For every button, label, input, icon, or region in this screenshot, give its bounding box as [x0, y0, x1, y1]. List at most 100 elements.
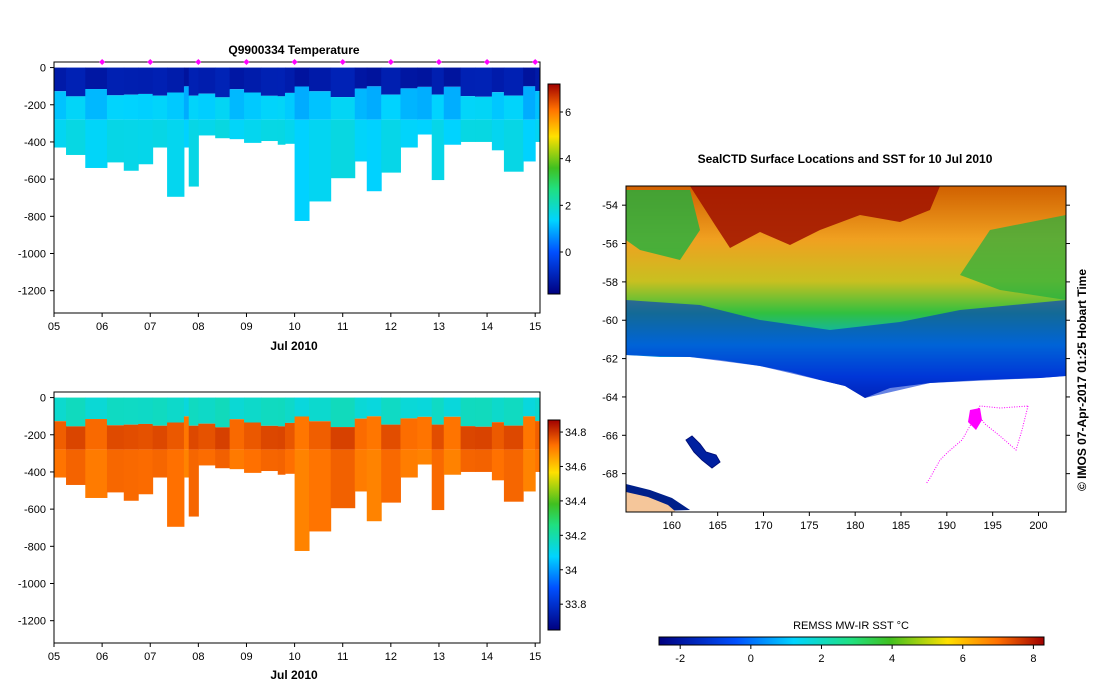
y-tick-label: -600 [24, 174, 46, 186]
section-cell-surface [309, 67, 332, 92]
section-cell-mid [284, 422, 296, 450]
map-x-tick-label: 185 [892, 520, 910, 532]
sst-colorbar-ticks: -2 0 2 4 6 8 [675, 645, 1036, 665]
section-cell-surface [431, 67, 445, 95]
section-cell-mid [152, 95, 168, 120]
section-cell-mid [523, 416, 536, 450]
section-cell-mid [54, 421, 67, 450]
profile-marker [339, 59, 346, 65]
section-cell-deep [503, 119, 524, 172]
section-cell-surface [229, 397, 245, 420]
profile-marker [99, 59, 106, 65]
section-cell-deep [503, 449, 524, 502]
imos-credit: © IMOS 07-Apr-2017 01:25 Hobart Time [1075, 269, 1089, 491]
section-cell-mid [330, 427, 356, 450]
map-x-tick-label: 200 [1029, 520, 1047, 532]
profile-marker [387, 59, 394, 65]
section-cell-deep [138, 449, 154, 495]
section-cell-surface [294, 397, 310, 417]
section-cell-surface [523, 397, 536, 417]
section-cell-deep [294, 119, 310, 221]
sst-colorbar [658, 636, 1045, 646]
section-cell-mid [400, 88, 418, 120]
profile-marker [435, 59, 442, 65]
section-cell-surface [152, 67, 168, 96]
section-cell-deep [229, 449, 245, 470]
temperature-title: Q9900334 Temperature [228, 43, 360, 57]
section-cell-deep [443, 119, 462, 145]
y-tick-label: -1000 [18, 579, 46, 591]
section-cell-surface [244, 397, 262, 423]
section-cell-mid [277, 426, 286, 450]
section-cell-surface [188, 67, 199, 96]
salinity-section [54, 397, 540, 551]
section-cell-mid [284, 92, 296, 120]
section-cell-mid [54, 91, 67, 120]
balleny-islands-shelf [685, 435, 721, 469]
section-cell-deep [123, 119, 139, 171]
section-cell-surface [503, 67, 524, 96]
x-tick-label: 06 [96, 321, 108, 333]
x-tick-label: 06 [96, 651, 108, 663]
section-cell-mid [183, 416, 190, 450]
section-cell-surface [66, 67, 86, 97]
section-cell-surface [443, 67, 462, 87]
section-cell-mid [85, 419, 108, 450]
section-cell-deep [381, 119, 401, 173]
section-cell-deep [354, 449, 368, 492]
section-cell-mid [229, 419, 245, 450]
section-cell-mid [229, 89, 245, 120]
section-cell-mid [491, 422, 505, 450]
section-cell-deep [417, 119, 433, 135]
section-cell-mid [460, 426, 476, 450]
section-cell-surface [475, 397, 493, 427]
colorbar-tick-label: 34.6 [565, 461, 586, 473]
sst-green-west [626, 190, 700, 260]
section-cell-mid [215, 427, 231, 450]
sst-colorbar-tick-label: 8 [1030, 653, 1036, 665]
map-x-tick-label: 180 [846, 520, 864, 532]
section-cell-mid [309, 421, 332, 450]
salinity-colorbar [547, 419, 561, 631]
section-cell-deep [284, 449, 296, 474]
section-cell-surface [366, 67, 382, 87]
section-cell-mid [354, 418, 368, 450]
section-cell-mid [381, 424, 401, 450]
map-y-tick-label: -62 [602, 354, 618, 366]
section-cell-mid [400, 418, 418, 450]
section-cell-mid [417, 416, 433, 450]
section-cell-deep [260, 119, 279, 142]
section-cell-surface [366, 397, 382, 417]
x-tick-label: 13 [433, 651, 445, 663]
section-cell-mid [85, 89, 108, 120]
x-tick-label: 07 [144, 651, 156, 663]
y-tick-label: 0 [40, 393, 46, 405]
section-cell-deep [277, 449, 286, 475]
section-cell-surface [523, 67, 536, 87]
section-cell-mid [309, 91, 332, 120]
section-cell-mid [535, 421, 540, 450]
section-cell-surface [491, 67, 505, 93]
section-cell-deep [123, 449, 139, 501]
section-cell-surface [309, 397, 332, 422]
sst-colorbar-tick-label: -2 [675, 653, 685, 665]
section-cell-surface [54, 67, 67, 92]
y-tick-label: -1000 [18, 249, 46, 261]
section-cell-surface [167, 67, 185, 93]
section-cell-deep [138, 119, 154, 165]
profile-marker [195, 59, 202, 65]
sst-warm-core [690, 186, 940, 248]
colorbar-tick-label: 0 [565, 247, 571, 259]
section-cell-deep [460, 119, 476, 142]
x-tick-label: 14 [481, 321, 493, 333]
section-cell-deep [54, 119, 67, 148]
section-cell-mid [260, 425, 279, 450]
x-tick-label: 15 [529, 321, 541, 333]
section-cell-surface [123, 67, 139, 95]
section-cell-deep [215, 119, 231, 139]
x-tick-label: 12 [385, 651, 397, 663]
section-cell-mid [167, 422, 185, 450]
x-tick-label: 14 [481, 651, 493, 663]
section-cell-mid [366, 416, 382, 450]
section-cell-surface [188, 397, 199, 426]
